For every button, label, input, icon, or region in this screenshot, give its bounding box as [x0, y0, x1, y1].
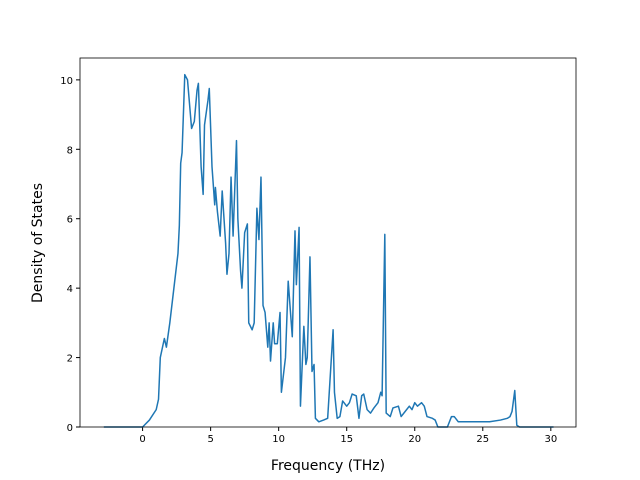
x-tick-label: 10	[272, 434, 285, 445]
y-tick-label: 2	[67, 354, 73, 365]
y-axis-title: Density of States	[30, 183, 46, 303]
y-tick-label: 10	[60, 76, 73, 87]
x-axis-title: Frequency (THz)	[271, 458, 385, 474]
data-line	[103, 73, 554, 428]
y-tick-label: 6	[67, 215, 73, 226]
x-tick-label: 30	[544, 434, 557, 445]
y-tick-label: 8	[67, 145, 73, 156]
plot-frame	[79, 57, 577, 428]
x-tick-label: 20	[408, 434, 421, 445]
x-tick-label: 0	[139, 434, 145, 445]
x-tick-label: 5	[207, 434, 213, 445]
y-tick-label: 0	[67, 423, 73, 434]
x-tick-label: 25	[476, 434, 489, 445]
x-tick-label: 15	[340, 434, 353, 445]
y-tick-label: 4	[67, 284, 73, 295]
